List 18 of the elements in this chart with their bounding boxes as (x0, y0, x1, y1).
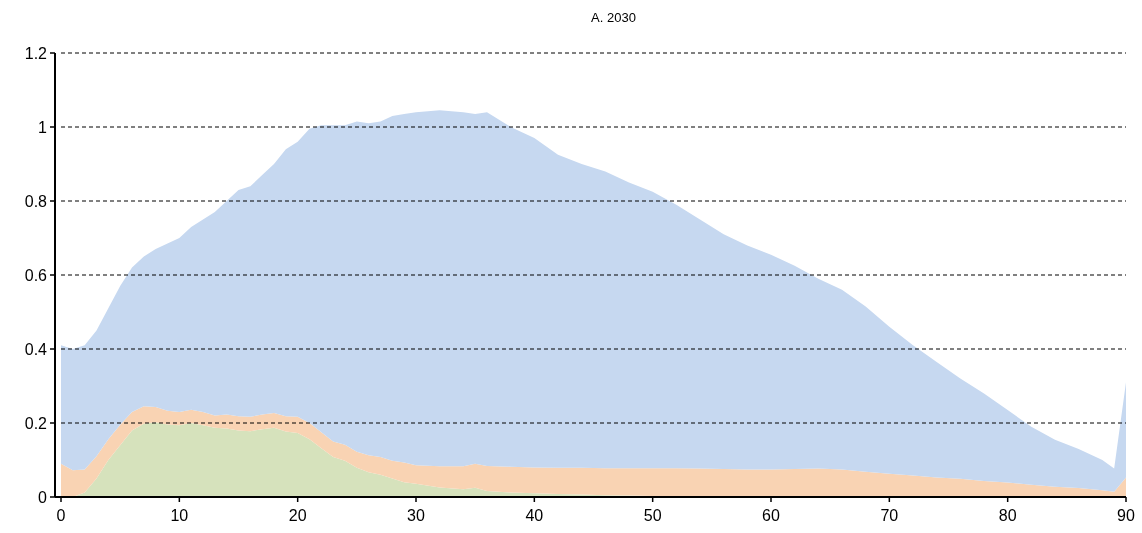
y-tick-label: 0.6 (24, 266, 48, 284)
y-tick-label: 1 (38, 118, 48, 136)
y-tick-label: 0.2 (24, 414, 48, 432)
x-tick-label: 60 (762, 507, 780, 524)
x-tick-label: 90 (1117, 507, 1135, 524)
x-tick-label: 70 (880, 507, 899, 524)
y-tick-label: 0 (38, 488, 48, 506)
x-tick-label: 30 (407, 507, 425, 524)
x-tick-label: 40 (525, 507, 544, 524)
x-tick-label: 20 (288, 507, 307, 524)
y-tick-label: 0.4 (24, 340, 48, 358)
x-tick-label: 10 (170, 507, 189, 524)
chart-title: A. 2030 (591, 10, 636, 25)
y-tick-label: 0.8 (24, 192, 48, 210)
x-tick-label: 50 (643, 507, 662, 524)
y-tick-label: 1.2 (24, 44, 48, 62)
x-tick-label: 0 (56, 507, 66, 524)
x-tick-label: 80 (998, 507, 1017, 524)
